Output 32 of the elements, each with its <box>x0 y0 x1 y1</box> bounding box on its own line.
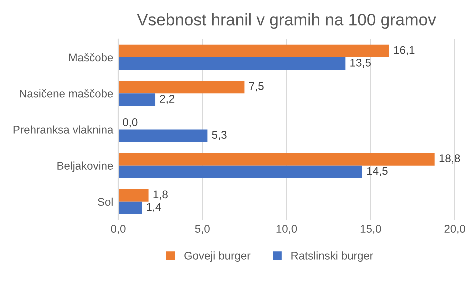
data-label: 14,5 <box>368 167 388 176</box>
y-tick-label: Prehranksa vlaknina <box>14 126 114 134</box>
data-label: 1,4 <box>147 203 162 213</box>
bar <box>118 80 245 94</box>
y-tick-label: Sol <box>98 198 113 206</box>
bar <box>118 44 390 58</box>
data-label: 18,8 <box>440 154 460 164</box>
x-tick-label: 5,0 <box>195 225 210 234</box>
data-label: 7,5 <box>249 82 264 92</box>
y-tick-label: Nasičene maščobe <box>20 90 114 98</box>
data-label: 13,5 <box>350 58 371 68</box>
data-label: 16,1 <box>394 46 415 56</box>
y-tick-label: Maščobe <box>69 53 114 62</box>
bar <box>118 153 435 166</box>
chart-title: Vsebnost hranil v gramih na 100 gramov <box>137 14 436 30</box>
data-label: 5,3 <box>212 131 227 140</box>
y-tick-label: Beljakovine <box>58 162 114 172</box>
legend-label: Ratslinski burger <box>292 252 374 262</box>
legend-label: Goveji burger <box>184 252 251 262</box>
x-tick-label: 0,0 <box>111 225 126 234</box>
x-tick-label: 15,0 <box>360 225 382 234</box>
bar <box>118 130 208 142</box>
data-label: 0,0 <box>123 118 138 128</box>
data-label: 1,8 <box>154 190 168 200</box>
x-tick-label: 10,0 <box>276 225 298 234</box>
x-tick-label: 20,0 <box>444 225 466 234</box>
bar <box>118 58 346 70</box>
bar <box>118 189 149 202</box>
bar <box>118 202 142 215</box>
data-label: 2,2 <box>160 95 175 104</box>
bar <box>118 94 156 106</box>
bar <box>118 166 362 178</box>
